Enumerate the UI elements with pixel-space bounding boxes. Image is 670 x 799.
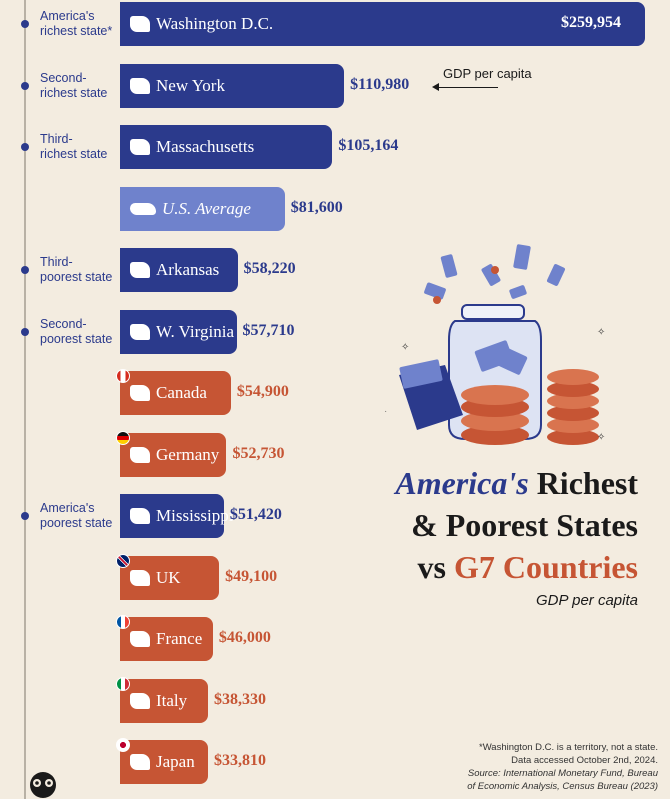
bar-label: UK bbox=[156, 567, 181, 587]
data-label: $52,730 bbox=[232, 444, 285, 462]
svg-text:✧: ✧ bbox=[385, 407, 387, 418]
bar-label: Massachusetts bbox=[156, 137, 255, 156]
uk-flag-icon bbox=[130, 569, 150, 586]
data-label: $110,980 bbox=[350, 75, 410, 93]
footnote-source: Source: International Monetary Fund, Bur… bbox=[467, 768, 658, 779]
bar-germany: Germany bbox=[120, 432, 227, 477]
rank-label: Third- richest state bbox=[40, 132, 108, 161]
data-label: $81,600 bbox=[290, 198, 343, 216]
title-part-richest: Richest bbox=[536, 465, 638, 501]
bar-mississippi: Mississippi bbox=[120, 494, 233, 538]
bar-canada: Canada bbox=[120, 371, 231, 415]
chart-title-line-3: vs G7 Countries bbox=[320, 549, 638, 585]
rank-label: America's poorest state bbox=[40, 501, 113, 530]
timeline-dot bbox=[21, 143, 29, 151]
germany-flag-icon bbox=[130, 446, 150, 463]
bar-label: New York bbox=[156, 75, 225, 95]
footnote-date: Data accessed October 2nd, 2024. bbox=[511, 755, 658, 766]
timeline-dot bbox=[21, 81, 29, 90]
uk-flag-badge-icon bbox=[116, 553, 130, 568]
footnote-territory: *Washington D.C. is a territory, not a s… bbox=[479, 742, 658, 753]
data-label: $259,954 bbox=[561, 14, 621, 31]
bar-label: Japan bbox=[156, 752, 195, 771]
japan-flag-icon bbox=[130, 754, 150, 770]
italy-flag-badge-icon bbox=[116, 676, 130, 691]
data-label: $49,100 bbox=[225, 567, 278, 585]
bar-italy: Italy bbox=[120, 678, 208, 723]
data-label: $54,900 bbox=[236, 383, 289, 400]
rank-label: America's richest state* bbox=[40, 9, 113, 38]
bar-label: U.S. Average bbox=[162, 198, 251, 218]
data-label: $57,710 bbox=[242, 321, 295, 339]
gdp-annotation: GDP per capita bbox=[443, 66, 532, 81]
bar-label: Germany bbox=[156, 444, 220, 464]
japan-flag-badge-icon bbox=[116, 738, 130, 752]
massachusetts-shape-icon bbox=[130, 139, 150, 155]
west-virginia-shape-icon bbox=[130, 323, 150, 340]
bar-label: W. Virginia bbox=[156, 321, 235, 341]
title-part-vs: vs bbox=[417, 549, 446, 585]
data-label: $38,330 bbox=[214, 690, 266, 708]
bar-label: Arkansas bbox=[156, 260, 220, 279]
title-part-g7: G7 Countries bbox=[454, 549, 638, 585]
chart-subtitle: GDP per capita bbox=[536, 592, 638, 609]
new-york-shape-icon bbox=[130, 77, 150, 94]
data-label: $33,810 bbox=[214, 752, 266, 769]
germany-flag-badge-icon bbox=[116, 430, 130, 445]
bar-washington-d-c: Washington D.C. bbox=[120, 2, 645, 46]
chart-title-line-2: & Poorest States bbox=[411, 507, 638, 543]
france-flag-icon bbox=[130, 631, 150, 647]
rank-label: Second- poorest state bbox=[40, 316, 113, 346]
timeline-dot bbox=[21, 266, 29, 274]
bar-w-virginia: W. Virginia bbox=[120, 309, 237, 354]
annotation-arrow-icon bbox=[432, 83, 439, 91]
data-label: $58,220 bbox=[243, 260, 296, 277]
bar-japan: Japan bbox=[120, 740, 208, 784]
timeline-line bbox=[24, 0, 26, 799]
timeline-dot bbox=[21, 512, 29, 520]
rank-label: Second- richest state bbox=[40, 70, 108, 100]
timeline-dot bbox=[21, 327, 29, 336]
svg-text:✧: ✧ bbox=[401, 342, 409, 353]
visual-capitalist-logo-icon bbox=[30, 772, 56, 798]
annotation-line bbox=[436, 87, 498, 88]
bar-label: France bbox=[156, 629, 203, 648]
title-part-americas: America's bbox=[395, 465, 529, 501]
bar-u-s-average: U.S. Average bbox=[120, 186, 285, 231]
data-label: $46,000 bbox=[218, 629, 271, 646]
usa-shape-icon bbox=[130, 202, 156, 215]
italy-flag-icon bbox=[130, 692, 150, 709]
bar-label: Washington D.C. bbox=[156, 14, 274, 33]
bar-france: France bbox=[120, 617, 213, 661]
bar-arkansas: Arkansas bbox=[120, 248, 238, 292]
bar-uk: UK bbox=[120, 555, 220, 600]
data-label: $51,420 bbox=[229, 506, 282, 523]
bar-label: Canada bbox=[156, 383, 207, 402]
data-label: $105,164 bbox=[338, 137, 399, 154]
chart-title-line-1: America's Richest bbox=[320, 465, 638, 501]
bar-label: Italy bbox=[156, 690, 188, 710]
canada-flag-icon bbox=[130, 385, 150, 401]
france-flag-badge-icon bbox=[116, 615, 130, 629]
timeline-dot bbox=[21, 20, 29, 28]
svg-text:✧: ✧ bbox=[597, 327, 605, 338]
bar-new-york: New York bbox=[120, 63, 345, 108]
footnote-source-cont: of Economic Analysis, Census Bureau (202… bbox=[467, 781, 658, 792]
arkansas-shape-icon bbox=[130, 262, 150, 278]
money-jar-illustration: ✧ ✧ ✧ ✧ bbox=[385, 244, 605, 445]
bar-label: Mississippi bbox=[156, 506, 234, 525]
mississippi-shape-icon bbox=[130, 508, 150, 524]
canada-flag-badge-icon bbox=[116, 369, 130, 383]
dc-shape-icon bbox=[130, 16, 150, 32]
rank-label: Third- poorest state bbox=[40, 255, 113, 284]
bar-massachusetts: Massachusetts bbox=[120, 125, 333, 169]
svg-text:✧: ✧ bbox=[597, 432, 605, 443]
